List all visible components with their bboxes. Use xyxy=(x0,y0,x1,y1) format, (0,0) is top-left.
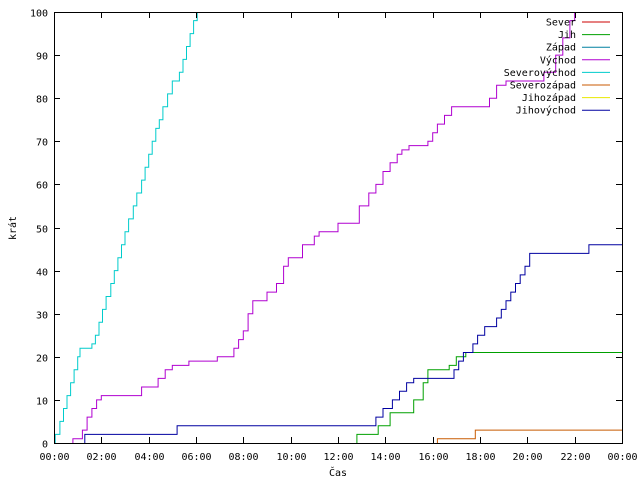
legend-label-7: Jihovýchod xyxy=(516,105,576,117)
x-tick-label: 08:00 xyxy=(228,452,258,463)
x-tick-label: 18:00 xyxy=(465,452,495,463)
series-line-5 xyxy=(436,429,622,443)
y-tick-label: 80 xyxy=(36,95,48,106)
legend-label-0: Sever xyxy=(546,18,576,29)
x-tick-label: 00:00 xyxy=(39,452,69,463)
y-tick-label: 10 xyxy=(36,397,48,408)
y-axis-label: krát xyxy=(7,216,19,240)
x-tick-label: 02:00 xyxy=(86,452,116,463)
axes-layer: 0 10 20 30 40 50 60 70 80 90 100 00:00 02:00 04:00 06:… xyxy=(30,9,638,464)
x-tick-label: 14:00 xyxy=(370,452,400,463)
x-tick-label: 06:00 xyxy=(181,452,211,463)
series-line-4 xyxy=(54,12,198,443)
legend-label-3: Východ xyxy=(540,54,576,66)
x-tick-label: 16:00 xyxy=(418,452,448,463)
y-tick-label: 30 xyxy=(36,311,48,322)
x-tick-label: 22:00 xyxy=(560,452,590,463)
series-layer xyxy=(54,12,622,443)
legend-label-5: Severozápad xyxy=(510,80,576,92)
y-tick-label: 70 xyxy=(36,138,48,149)
x-tick-label: 10:00 xyxy=(276,452,306,463)
legend-label-1: Jih xyxy=(558,30,576,41)
y-tick-label: 50 xyxy=(36,225,48,236)
series-line-1 xyxy=(356,352,622,443)
legend-label-6: Jihozápad xyxy=(522,92,576,104)
x-axis-label: Čas xyxy=(329,466,347,479)
y-tick-label: 100 xyxy=(30,9,48,20)
y-tick-label: 20 xyxy=(36,354,48,365)
series-line-7 xyxy=(84,244,622,443)
y-tick-label: 90 xyxy=(36,52,48,63)
x-tick-label: 00:00 xyxy=(607,452,637,463)
y-tick-label: 60 xyxy=(36,181,48,192)
y-tick-label: 40 xyxy=(36,268,48,279)
x-tick-label: 04:00 xyxy=(134,452,164,463)
series-line-3 xyxy=(72,12,576,443)
x-tick-label: 20:00 xyxy=(512,452,542,463)
legend-label-2: Západ xyxy=(546,42,576,54)
y-tick-label: 0 xyxy=(42,440,48,451)
legend-label-4: Severovýchod xyxy=(504,67,576,79)
legend: SeverJihZápadVýchodSeverovýchodSeverozáp… xyxy=(504,18,610,117)
x-tick-label: 12:00 xyxy=(323,452,353,463)
